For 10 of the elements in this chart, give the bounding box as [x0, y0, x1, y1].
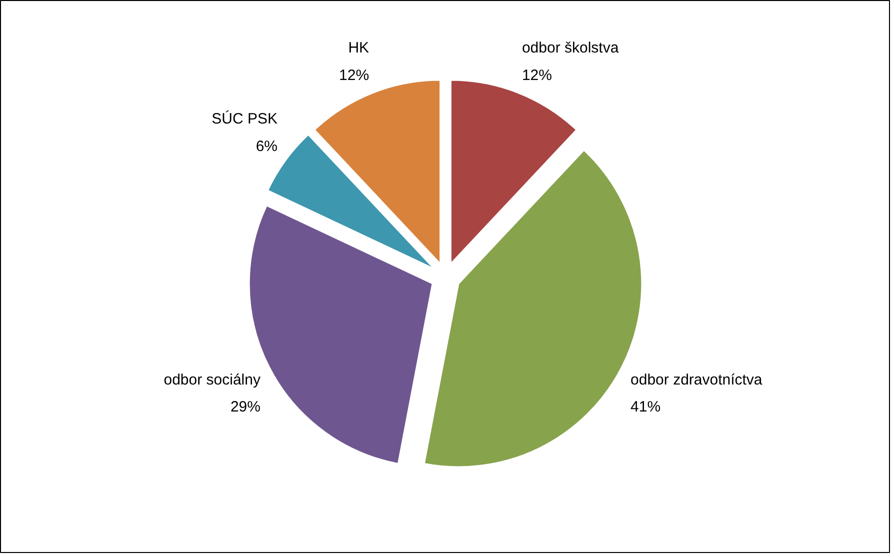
- slice-label: odbor sociálny: [164, 371, 261, 388]
- data-label: 12%: [339, 66, 370, 84]
- data-label: 41%: [630, 398, 661, 416]
- data-label: 29%: [230, 398, 260, 416]
- data-label: 12%: [522, 66, 552, 84]
- slice-label: odbor školstva: [522, 40, 620, 57]
- slice-label: SÚC PSK: [212, 110, 278, 128]
- slice-label: odbor zdravotníctva: [630, 371, 763, 388]
- data-label: 6%: [256, 138, 278, 155]
- slice-label: HK: [348, 40, 370, 57]
